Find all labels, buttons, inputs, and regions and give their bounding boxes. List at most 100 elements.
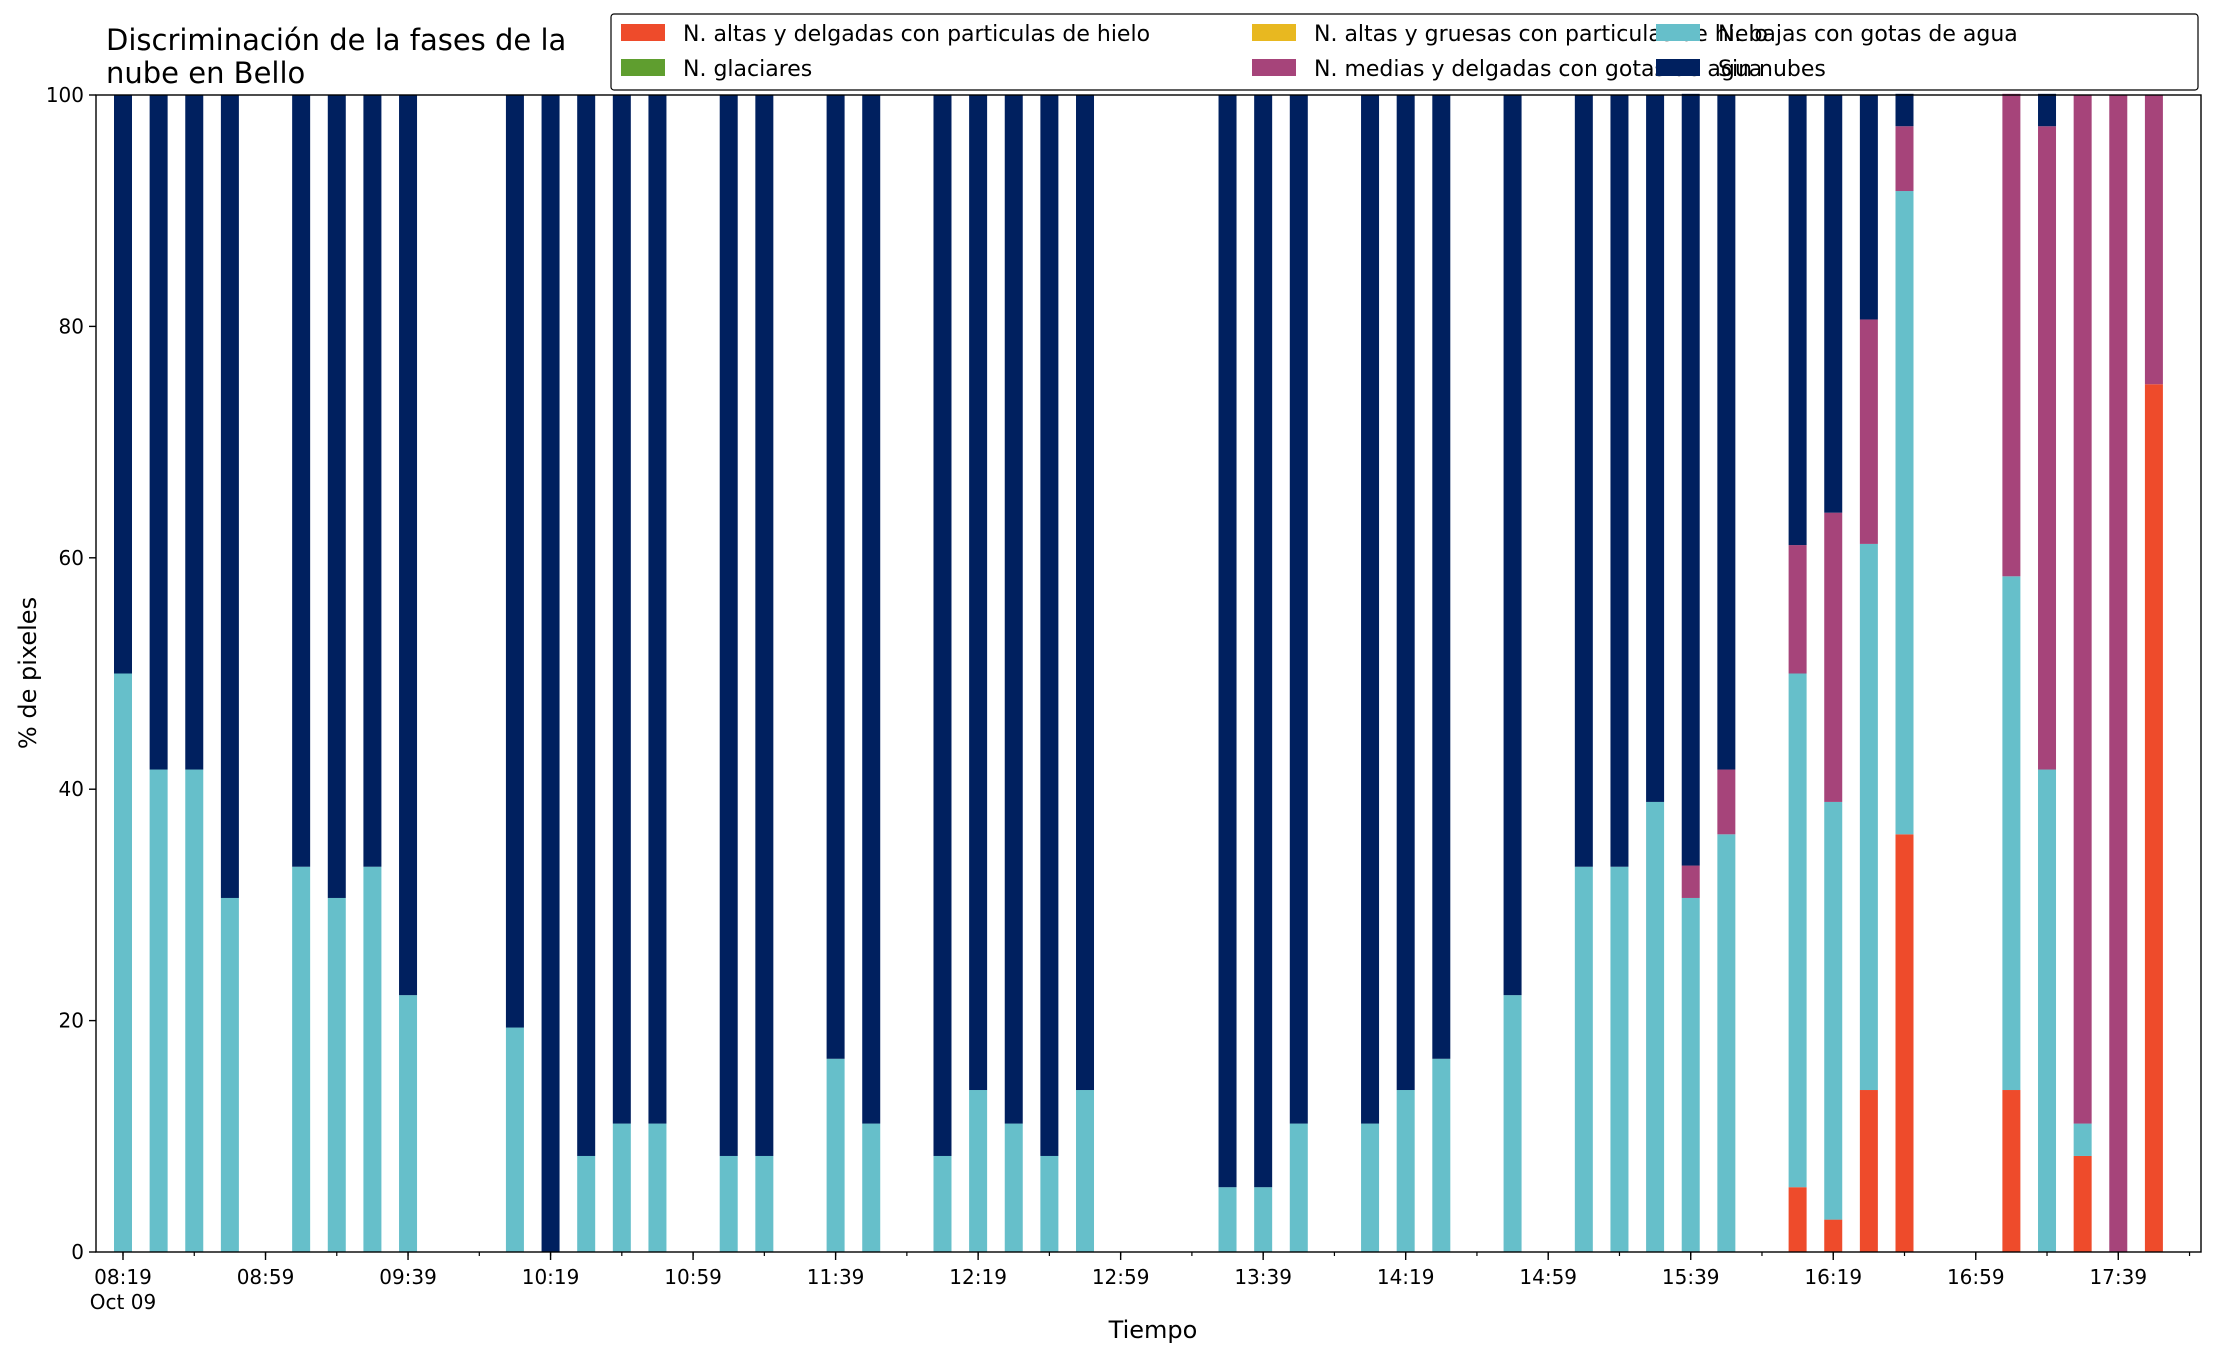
x-axis: 08:19 08:59 09:39 10:19 10:59 11:39 12:19 12:59…: [90, 1252, 2191, 1314]
bar-1349-series-5: [1289, 95, 1308, 1124]
chart-title-line-1: Discriminación de la fases de la: [106, 23, 566, 57]
bar-1509-series-5: [1574, 95, 1593, 867]
bar-1629-series-2: [1859, 543, 1878, 1091]
x-tick-label-1019: 10:19: [522, 1265, 580, 1289]
bar-0909-series-2: [292, 866, 311, 1252]
bar-1639-series-2: [1895, 191, 1914, 835]
bars-layer: [114, 93, 2163, 1252]
bar-1049-series-2: [648, 1123, 667, 1252]
bar-1119-series-2: [755, 1155, 774, 1252]
bar-1009-series-5: [505, 95, 524, 1028]
bar-1139-series-5: [826, 95, 845, 1059]
bar-1509-series-2: [1574, 866, 1593, 1252]
x-tick-label-1619: 16:19: [1804, 1265, 1862, 1289]
bar-1209-series-5: [933, 95, 952, 1156]
x-tick-label-1139: 11:39: [807, 1265, 865, 1289]
y-tick-label-60: 60: [59, 546, 84, 570]
bar-1609-series-2: [1788, 673, 1807, 1188]
y-tick-label-40: 40: [59, 777, 84, 801]
bar-1749-series-0: [2144, 384, 2163, 1252]
bar-1639-series-5: [1895, 93, 1914, 127]
bar-1109-series-5: [719, 95, 738, 1156]
bar-1539-series-4: [1681, 865, 1700, 898]
bar-1529-series-5: [1646, 95, 1665, 802]
bar-1729-series-0: [2073, 1155, 2092, 1252]
bar-1449-series-2: [1503, 995, 1522, 1252]
bar-1039-series-5: [612, 95, 631, 1124]
y-tick-label-20: 20: [59, 1009, 84, 1033]
legend-label-0: N. altas y delgadas con particulas de hi…: [683, 22, 1150, 47]
bar-0839-series-5: [185, 95, 204, 770]
x-axis-title: Tiempo: [1108, 1316, 1198, 1344]
bar-1709-series-2: [2002, 576, 2021, 1091]
bar-0909-series-5: [292, 95, 311, 867]
bar-1139-series-2: [826, 1058, 845, 1252]
bar-1219-series-2: [969, 1090, 988, 1252]
bar-1339-series-2: [1254, 1187, 1273, 1252]
bar-0839-series-2: [185, 769, 204, 1252]
bar-1119-series-5: [755, 95, 774, 1156]
bar-1549-series-2: [1717, 834, 1736, 1252]
legend-label-5: Sin nubes: [1718, 57, 1826, 82]
bar-0929-series-2: [363, 866, 382, 1252]
x-tick-label-0859: 08:59: [237, 1265, 295, 1289]
bar-1249-series-2: [1076, 1090, 1095, 1252]
bar-1329-series-5: [1218, 95, 1237, 1188]
legend-swatch-5: [1656, 59, 1700, 76]
x-tick-label-1339: 13:39: [1234, 1265, 1292, 1289]
bar-1449-series-5: [1503, 95, 1522, 996]
bar-1429-series-5: [1432, 95, 1451, 1059]
y-axis: 0 20 40 60 80 100: [46, 83, 96, 1264]
bar-0939-series-2: [399, 995, 418, 1252]
legend-swatch-0: [621, 24, 665, 41]
legend-swatch-4: [1252, 59, 1296, 76]
bar-1239-series-5: [1040, 95, 1059, 1156]
legend-swatch-3: [621, 59, 665, 76]
bar-1329-series-2: [1218, 1187, 1237, 1252]
bar-0849-series-5: [220, 95, 239, 898]
bar-1529-series-2: [1646, 801, 1665, 1252]
bar-1349-series-2: [1289, 1123, 1308, 1252]
bar-1149-series-5: [862, 95, 881, 1124]
bar-1619-series-2: [1824, 801, 1843, 1220]
bar-1539-series-5: [1681, 93, 1700, 866]
x-tick-label-1259: 12:59: [1092, 1265, 1150, 1289]
bar-1719-series-2: [2038, 769, 2057, 1252]
legend-swatch-1: [1252, 24, 1296, 41]
bar-1149-series-2: [862, 1123, 881, 1252]
x-tick-label-1659: 16:59: [1947, 1265, 2005, 1289]
bar-1729-series-4: [2073, 95, 2092, 1124]
bar-1029-series-2: [577, 1155, 596, 1252]
bar-1029-series-5: [577, 95, 596, 1156]
chart-title-line-2: nube en Bello: [106, 56, 305, 90]
bar-1549-series-5: [1717, 95, 1736, 770]
bar-1719-series-5: [2038, 93, 2057, 127]
bar-1109-series-2: [719, 1155, 738, 1252]
plot-frame: [95, 94, 2202, 1253]
bar-1419-series-5: [1396, 95, 1415, 1091]
bar-1619-series-5: [1824, 95, 1843, 513]
bar-1409-series-5: [1361, 95, 1380, 1124]
bar-1629-series-0: [1859, 1090, 1878, 1252]
bar-1729-series-2: [2073, 1123, 2092, 1156]
bar-1039-series-2: [612, 1123, 631, 1252]
legend-label-2: N. bajas con gotas de agua: [1718, 22, 2018, 47]
bar-1339-series-5: [1254, 95, 1273, 1188]
x-tick-label-0819: 08:19: [94, 1265, 152, 1289]
bar-1209-series-2: [933, 1155, 952, 1252]
bar-0939-series-5: [399, 95, 418, 996]
x-tick-label-1539: 15:39: [1662, 1265, 1720, 1289]
bar-1549-series-4: [1717, 769, 1736, 835]
bar-1749-series-4: [2144, 95, 2163, 385]
bar-1429-series-2: [1432, 1058, 1451, 1252]
bar-0819-series-5: [114, 95, 132, 674]
bar-1739-series-4: [2109, 95, 2128, 1252]
bar-1009-series-2: [505, 1027, 524, 1252]
legend-frame: [610, 13, 2199, 91]
legend-label-3: N. glaciares: [683, 57, 812, 82]
bar-1519-series-5: [1610, 95, 1629, 867]
bar-1609-series-5: [1788, 95, 1807, 546]
x-tick-label-1219: 12:19: [949, 1265, 1007, 1289]
bar-1629-series-4: [1859, 319, 1878, 544]
